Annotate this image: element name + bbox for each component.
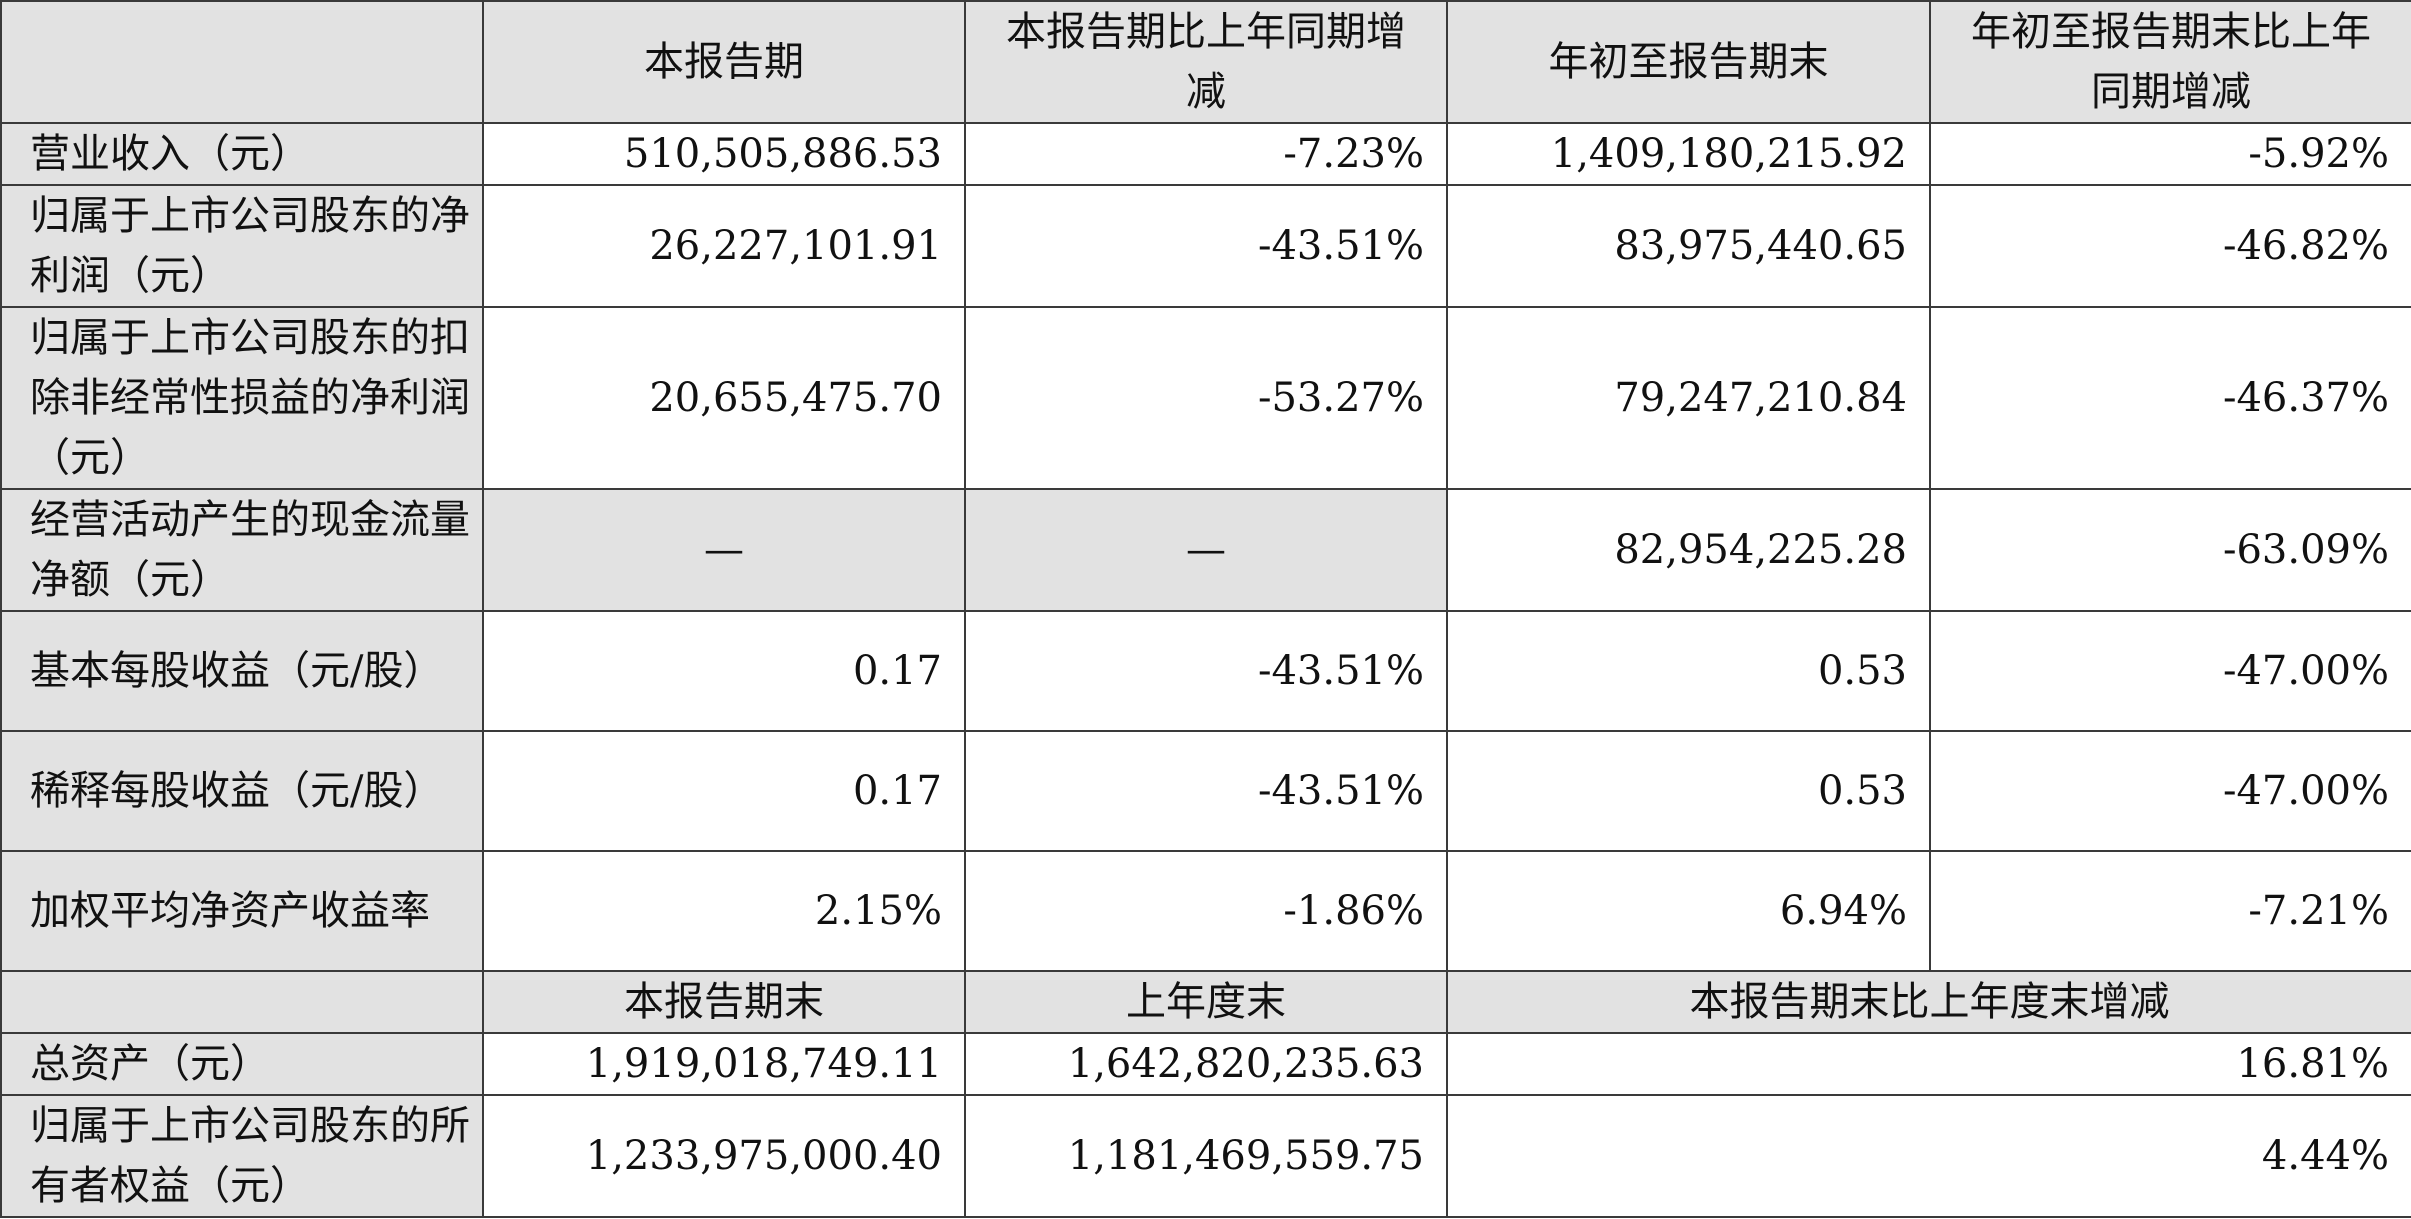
header-blank-cell — [0, 970, 484, 1034]
cell-period-end: 1,919,018,749.11 — [482, 1032, 966, 1096]
cell-current-period: 0.17 — [482, 610, 966, 732]
header-current-period-yoy: 本报告期比上年同期增减 — [964, 0, 1448, 124]
table-row: 营业收入（元） 510,505,886.53 -7.23% 1,409,180,… — [0, 122, 2411, 186]
cell-current-period: 0.17 — [482, 730, 966, 852]
header-ytd-yoy: 年初至报告期末比上年同期增减 — [1929, 0, 2411, 124]
cell-ytd: 79,247,210.84 — [1446, 306, 1931, 490]
cell-ytd-yoy: -46.37% — [1929, 306, 2411, 490]
header-row-1: 本报告期 本报告期比上年同期增减 年初至报告期末 年初至报告期末比上年同期增减 — [0, 0, 2411, 124]
table-row: 归属于上市公司股东的净利润（元） 26,227,101.91 -43.51% 8… — [0, 184, 2411, 308]
cell-current-period: 20,655,475.70 — [482, 306, 966, 490]
row-label: 归属于上市公司股东的扣除非经常性损益的净利润（元） — [0, 306, 484, 490]
cell-ytd: 83,975,440.65 — [1446, 184, 1931, 308]
table-row: 基本每股收益（元/股） 0.17 -43.51% 0.53 -47.00% — [0, 610, 2411, 732]
row-label: 经营活动产生的现金流量净额（元） — [0, 488, 484, 612]
row-label: 稀释每股收益（元/股） — [0, 730, 484, 852]
cell-ytd: 6.94% — [1446, 850, 1931, 972]
cell-ytd-yoy: -63.09% — [1929, 488, 2411, 612]
header-period-end: 本报告期末 — [482, 970, 966, 1034]
cell-current-period-yoy: -43.51% — [964, 730, 1448, 852]
cell-prior-year-end: 1,181,469,559.75 — [964, 1094, 1448, 1218]
header-blank-cell — [0, 0, 484, 124]
cell-ytd: 82,954,225.28 — [1446, 488, 1931, 612]
row-label: 营业收入（元） — [0, 122, 484, 186]
table-row: 总资产（元） 1,919,018,749.11 1,642,820,235.63… — [0, 1032, 2411, 1096]
cell-current-period-yoy: -43.51% — [964, 610, 1448, 732]
row-label: 归属于上市公司股东的所有者权益（元） — [0, 1094, 484, 1218]
cell-ytd-yoy: -7.21% — [1929, 850, 2411, 972]
row-label: 加权平均净资产收益率 — [0, 850, 484, 972]
cell-ytd-yoy: -5.92% — [1929, 122, 2411, 186]
cell-ytd: 0.53 — [1446, 610, 1931, 732]
cell-current-period: — — [482, 488, 966, 612]
table-row: 稀释每股收益（元/股） 0.17 -43.51% 0.53 -47.00% — [0, 730, 2411, 852]
header-period-end-change: 本报告期末比上年度末增减 — [1446, 970, 2411, 1034]
row-label: 归属于上市公司股东的净利润（元） — [0, 184, 484, 308]
cell-current-period-yoy: -1.86% — [964, 850, 1448, 972]
cell-current-period-yoy: -43.51% — [964, 184, 1448, 308]
row-label: 基本每股收益（元/股） — [0, 610, 484, 732]
cell-current-period-yoy: — — [964, 488, 1448, 612]
row-label: 总资产（元） — [0, 1032, 484, 1096]
header-current-period: 本报告期 — [482, 0, 966, 124]
cell-period-end-change: 4.44% — [1446, 1094, 2411, 1218]
cell-prior-year-end: 1,642,820,235.63 — [964, 1032, 1448, 1096]
cell-ytd-yoy: -47.00% — [1929, 730, 2411, 852]
cell-ytd-yoy: -47.00% — [1929, 610, 2411, 732]
table-row: 经营活动产生的现金流量净额（元） — — 82,954,225.28 -63.0… — [0, 488, 2411, 612]
cell-ytd: 0.53 — [1446, 730, 1931, 852]
cell-ytd: 1,409,180,215.92 — [1446, 122, 1931, 186]
table-row: 加权平均净资产收益率 2.15% -1.86% 6.94% -7.21% — [0, 850, 2411, 972]
cell-current-period-yoy: -7.23% — [964, 122, 1448, 186]
cell-current-period: 2.15% — [482, 850, 966, 972]
cell-period-end: 1,233,975,000.40 — [482, 1094, 966, 1218]
table-row: 归属于上市公司股东的扣除非经常性损益的净利润（元） 20,655,475.70 … — [0, 306, 2411, 490]
cell-current-period-yoy: -53.27% — [964, 306, 1448, 490]
cell-period-end-change: 16.81% — [1446, 1032, 2411, 1096]
cell-ytd-yoy: -46.82% — [1929, 184, 2411, 308]
header-row-2: 本报告期末 上年度末 本报告期末比上年度末增减 — [0, 970, 2411, 1034]
table-row: 归属于上市公司股东的所有者权益（元） 1,233,975,000.40 1,18… — [0, 1094, 2411, 1218]
cell-current-period: 26,227,101.91 — [482, 184, 966, 308]
cell-current-period: 510,505,886.53 — [482, 122, 966, 186]
header-ytd: 年初至报告期末 — [1446, 0, 1931, 124]
header-prior-year-end: 上年度末 — [964, 970, 1448, 1034]
